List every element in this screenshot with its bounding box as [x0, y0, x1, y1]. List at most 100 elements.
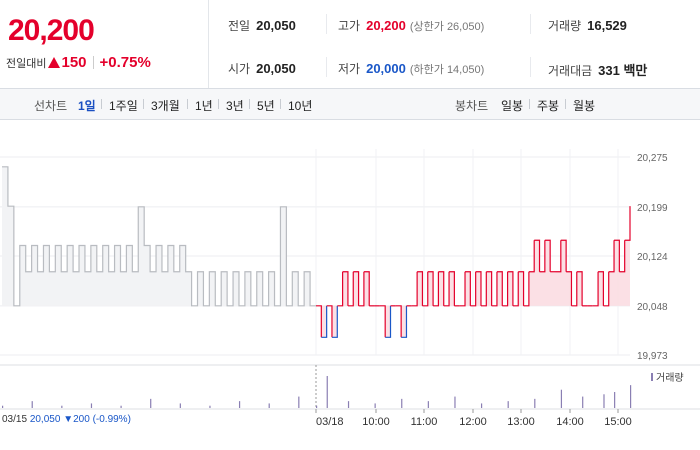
today-line-segment [465, 271, 471, 306]
volume-bar [90, 403, 93, 408]
divider [326, 57, 327, 77]
volume-bar [298, 396, 300, 408]
y-tick-label: 20,199 [637, 203, 668, 214]
up-triangle-icon [48, 57, 61, 68]
chart-period-tabs: 선차트 1일 1주일 3개월 1년 3년 5년 10년 봉차트 일봉 주봉 월봉 [0, 89, 700, 120]
volume-chart [2, 376, 632, 408]
high-value: 20,200 [366, 18, 406, 33]
today-line-segment [363, 271, 370, 306]
tab-1d[interactable]: 1일 [78, 99, 96, 113]
today-line-segment [512, 271, 519, 307]
low-stat: 저가 20,000 (하한가 14,050) [338, 60, 484, 77]
x-axis: 03/18 10:00 11:00 12:00 13:00 14:00 15:00 [315, 409, 632, 428]
today-line-segment [560, 239, 567, 272]
change-percent: +0.75% [99, 54, 151, 71]
volume-bar [534, 398, 536, 408]
chart-grid [0, 149, 700, 410]
y-axis: 20,275 20,199 20,124 20,048 19,973 [637, 153, 668, 362]
volume-label: 거래량 [548, 19, 582, 33]
today-line-segment [502, 271, 509, 307]
today-line-segment [619, 240, 626, 273]
divider [249, 99, 250, 109]
high-stat: 고가 20,200 (상한가 26,050) [338, 17, 484, 34]
amount-stat: 거래대금 331 백만 [548, 60, 647, 79]
tab-daily[interactable]: 일봉 [501, 99, 524, 113]
tab-weekly[interactable]: 주봉 [537, 99, 560, 113]
change-label: 전일대비 [6, 58, 47, 70]
volume-legend-swatch [651, 373, 653, 381]
prev-close-value: 20,050 [256, 18, 296, 33]
line-chart-label: 선차트 [34, 99, 68, 113]
tab-5y[interactable]: 5년 [257, 99, 275, 113]
change-value: 150 [61, 54, 87, 71]
previous-day-area [2, 166, 316, 306]
today-line-segment [518, 271, 525, 306]
volume-bar [582, 396, 584, 408]
volume-bar [603, 394, 605, 408]
tab-3y[interactable]: 3년 [226, 99, 244, 113]
today-line-segment [321, 305, 328, 338]
x-tick-label: 10:00 [362, 416, 390, 428]
today-line-segment [534, 239, 541, 272]
today-line-segment [624, 206, 631, 241]
today-line-segment [539, 240, 546, 273]
prev-day-info: 03/15 20,050 ▼200 (-0.99%) [2, 414, 131, 425]
today-line-segment [523, 271, 530, 307]
high-label: 고가 [338, 19, 361, 33]
volume-bar [614, 392, 616, 408]
today-line-segment [544, 239, 551, 272]
lower-limit: (하한가 14,050) [409, 64, 485, 76]
volume-legend: 거래량 [651, 372, 684, 384]
today-line-segment [475, 271, 482, 306]
divider [326, 14, 327, 34]
prev-day-date: 03/15 [2, 414, 28, 425]
today-area [316, 206, 630, 338]
divider [530, 57, 531, 77]
previous-day-fill [2, 166, 316, 306]
volume-bar [507, 401, 509, 408]
divider [101, 99, 102, 109]
today-line-segment [395, 305, 402, 338]
volume-bar [120, 405, 122, 408]
open-stat: 시가 20,050 [228, 60, 296, 77]
today-line-segment [480, 271, 487, 307]
volume-bar [326, 376, 328, 408]
volume-bar [179, 403, 181, 408]
volume-bar [401, 398, 403, 408]
today-line-segment [353, 271, 360, 306]
x-tick-label: 03/18 [316, 416, 344, 428]
volume-bar [209, 405, 211, 408]
tab-1y[interactable]: 1년 [195, 99, 213, 113]
quote-header: 20,200 전일대비 150 +0.75% 전일 20,050 시가 20,050 고… [0, 0, 700, 89]
prev-close-stat: 전일 20,050 [228, 17, 296, 34]
today-line-segment [566, 271, 573, 306]
amount-value: 331 백만 [598, 63, 648, 78]
upper-limit: (상한가 26,050) [409, 21, 485, 33]
price-box: 20,200 전일대비 150 +0.75% [0, 0, 209, 88]
volume-bar [480, 403, 483, 408]
low-value: 20,000 [366, 61, 406, 76]
today-line-segment [491, 271, 498, 307]
today-line-segment [342, 271, 349, 306]
y-tick-label: 20,124 [637, 252, 668, 263]
tab-monthly[interactable]: 월봉 [573, 99, 596, 113]
chart-lines [2, 166, 631, 338]
tab-3m[interactable]: 3개월 [151, 99, 180, 113]
open-label: 시가 [228, 62, 251, 76]
volume-bar [31, 401, 33, 408]
today-line-segment [411, 271, 418, 307]
volume-bar [2, 405, 4, 408]
today-line-segment [571, 271, 578, 307]
today-line-segment [316, 305, 322, 338]
volume-bar [560, 389, 563, 408]
tab-10y[interactable]: 10년 [288, 99, 313, 113]
today-line-segment [417, 271, 424, 306]
today-line-segment [427, 271, 434, 306]
volume-bar [630, 385, 632, 408]
tab-1w[interactable]: 1주일 [109, 99, 138, 113]
today-line-segment [422, 271, 429, 307]
x-tick-label: 11:00 [411, 416, 438, 428]
today-line-segment [331, 305, 338, 338]
x-tick-label: 12:00 [459, 416, 487, 428]
